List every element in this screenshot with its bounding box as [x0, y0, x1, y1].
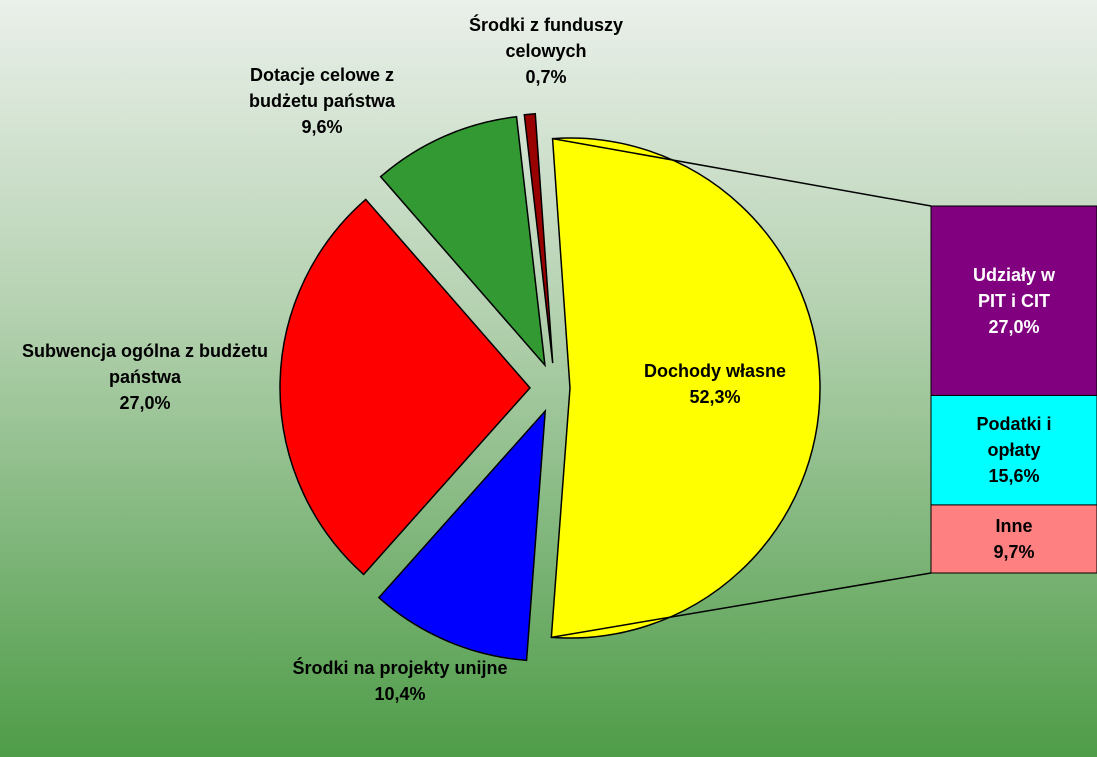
connector-line — [551, 572, 932, 639]
pie-label-text: 52,3% — [689, 387, 741, 407]
pie-slice — [523, 112, 554, 364]
pie-label-text: Dotacje celowe z budżetu państwa — [248, 65, 395, 111]
pie-label: Środki na projekty unijne 10,4% — [285, 655, 515, 707]
bar-segment — [930, 504, 1097, 574]
connector-line — [552, 137, 932, 207]
bar-label-text: Inne — [995, 515, 1033, 536]
pie-label-text: 0,7% — [525, 67, 567, 87]
pie-label: Dochody własne 52,3% — [595, 358, 835, 410]
pie-label-text: Subwencja ogólna z budżetu państwa — [21, 341, 268, 387]
pie-label: Dotacje celowe z budżetu państwa 9,6% — [217, 62, 427, 140]
bar-segment — [930, 394, 1097, 506]
pie-label: Środki z funduszy celowych 0,7% — [426, 12, 666, 90]
bar-label-text: 27,0% — [988, 316, 1040, 337]
bar-label: Podatki i opłaty 15,6% — [964, 411, 1064, 489]
bar-label-text: 9,7% — [993, 541, 1035, 562]
bar-label: Inne 9,7% — [964, 513, 1064, 565]
bar-label: Udziały w PIT i CIT 27,0% — [959, 262, 1069, 340]
pie-label-text: Środki z funduszy celowych — [468, 15, 623, 61]
bar-segment — [930, 205, 1097, 396]
bar-label-text: Udziały w PIT i CIT — [972, 264, 1056, 311]
pie-label: Subwencja ogólna z budżetu państwa 27,0% — [15, 338, 275, 416]
bar-label-text: 15,6% — [988, 466, 1040, 487]
pie-slice — [279, 198, 531, 576]
bar-label-text: Podatki i opłaty — [976, 414, 1052, 461]
pie-slice — [379, 115, 546, 368]
pie-label-text: 10,4% — [374, 684, 426, 704]
pie-slice — [377, 408, 547, 662]
pie-label-text: Dochody własne — [643, 361, 787, 381]
pie-label-text: 9,6% — [301, 117, 343, 137]
pie-label-text: 27,0% — [119, 393, 171, 413]
pie-label-text: Środki na projekty unijne — [292, 658, 508, 678]
